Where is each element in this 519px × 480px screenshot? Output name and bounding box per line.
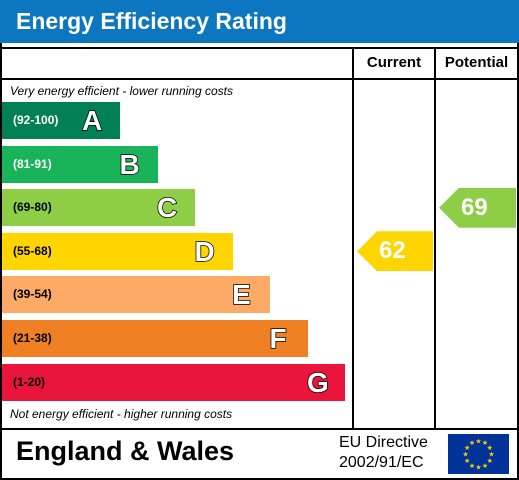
frame-header-top bbox=[0, 47, 519, 49]
flag-star: ★ bbox=[464, 457, 470, 465]
directive-line2: 2002/91/EC bbox=[339, 454, 424, 471]
band-letter-label: F bbox=[269, 322, 288, 355]
eu-flag-icon: ★ ★ ★ ★ ★ ★ ★ ★ ★ ★ ★ ★ bbox=[448, 434, 509, 474]
frame-header-bottom bbox=[0, 78, 519, 80]
flag-star: ★ bbox=[475, 438, 481, 446]
flag-star: ★ bbox=[475, 464, 481, 472]
rating-band-a: (92-100) A bbox=[2, 102, 120, 139]
note-top: Very energy efficient - lower running co… bbox=[10, 84, 233, 98]
flag-star: ★ bbox=[482, 439, 488, 447]
band-range-label: (1-20) bbox=[13, 374, 46, 389]
flag-star: ★ bbox=[487, 457, 493, 465]
directive-line1: EU Directive bbox=[339, 434, 428, 451]
band-range-label: (69-80) bbox=[13, 200, 52, 215]
note-bottom: Not energy efficient - higher running co… bbox=[10, 407, 233, 421]
divider-current bbox=[352, 48, 354, 428]
flag-star: ★ bbox=[462, 451, 468, 459]
frame-left bbox=[0, 43, 2, 480]
band-range-label: (39-54) bbox=[13, 287, 52, 302]
chart-title: Energy Efficiency Rating bbox=[0, 0, 519, 43]
band-range-label: (21-38) bbox=[13, 331, 52, 345]
potential-rating-arrow: 69 bbox=[439, 187, 516, 228]
band-letter-label: G bbox=[306, 366, 329, 399]
rating-band-f: (21-38) F bbox=[2, 320, 308, 357]
band-range-label: (81-91) bbox=[13, 156, 52, 171]
column-current-header: Current bbox=[366, 54, 422, 71]
band-range-label: (55-68) bbox=[13, 243, 52, 258]
rating-band-d: (55-68) D bbox=[2, 232, 233, 270]
frame-bottom bbox=[0, 478, 519, 480]
flag-star: ★ bbox=[482, 462, 488, 470]
rating-band-b: (81-91) B bbox=[2, 145, 158, 183]
band-letter-label: D bbox=[194, 235, 216, 268]
band-letter-label: E bbox=[231, 279, 251, 312]
flag-star: ★ bbox=[469, 439, 475, 447]
current-rating-arrow: 62 bbox=[357, 231, 433, 272]
rating-band-c: (69-80) C bbox=[2, 189, 195, 227]
flag-star: ★ bbox=[469, 462, 475, 470]
flag-star: ★ bbox=[487, 444, 493, 452]
frame-footer-top bbox=[0, 428, 519, 430]
footer-region: England & Wales bbox=[16, 436, 235, 466]
band-letter-label: B bbox=[119, 148, 141, 181]
flag-star: ★ bbox=[488, 451, 494, 459]
divider-potential bbox=[434, 48, 436, 428]
band-letter-label: C bbox=[156, 191, 178, 224]
frame-right bbox=[517, 43, 519, 480]
band-range-label: (92-100) bbox=[13, 113, 59, 127]
column-potential-header: Potential bbox=[444, 54, 509, 71]
rating-band-e: (39-54) E bbox=[2, 276, 270, 314]
flag-star: ★ bbox=[464, 444, 470, 452]
rating-band-g: (1-20) G bbox=[2, 363, 345, 401]
band-letter-label: A bbox=[81, 104, 103, 137]
